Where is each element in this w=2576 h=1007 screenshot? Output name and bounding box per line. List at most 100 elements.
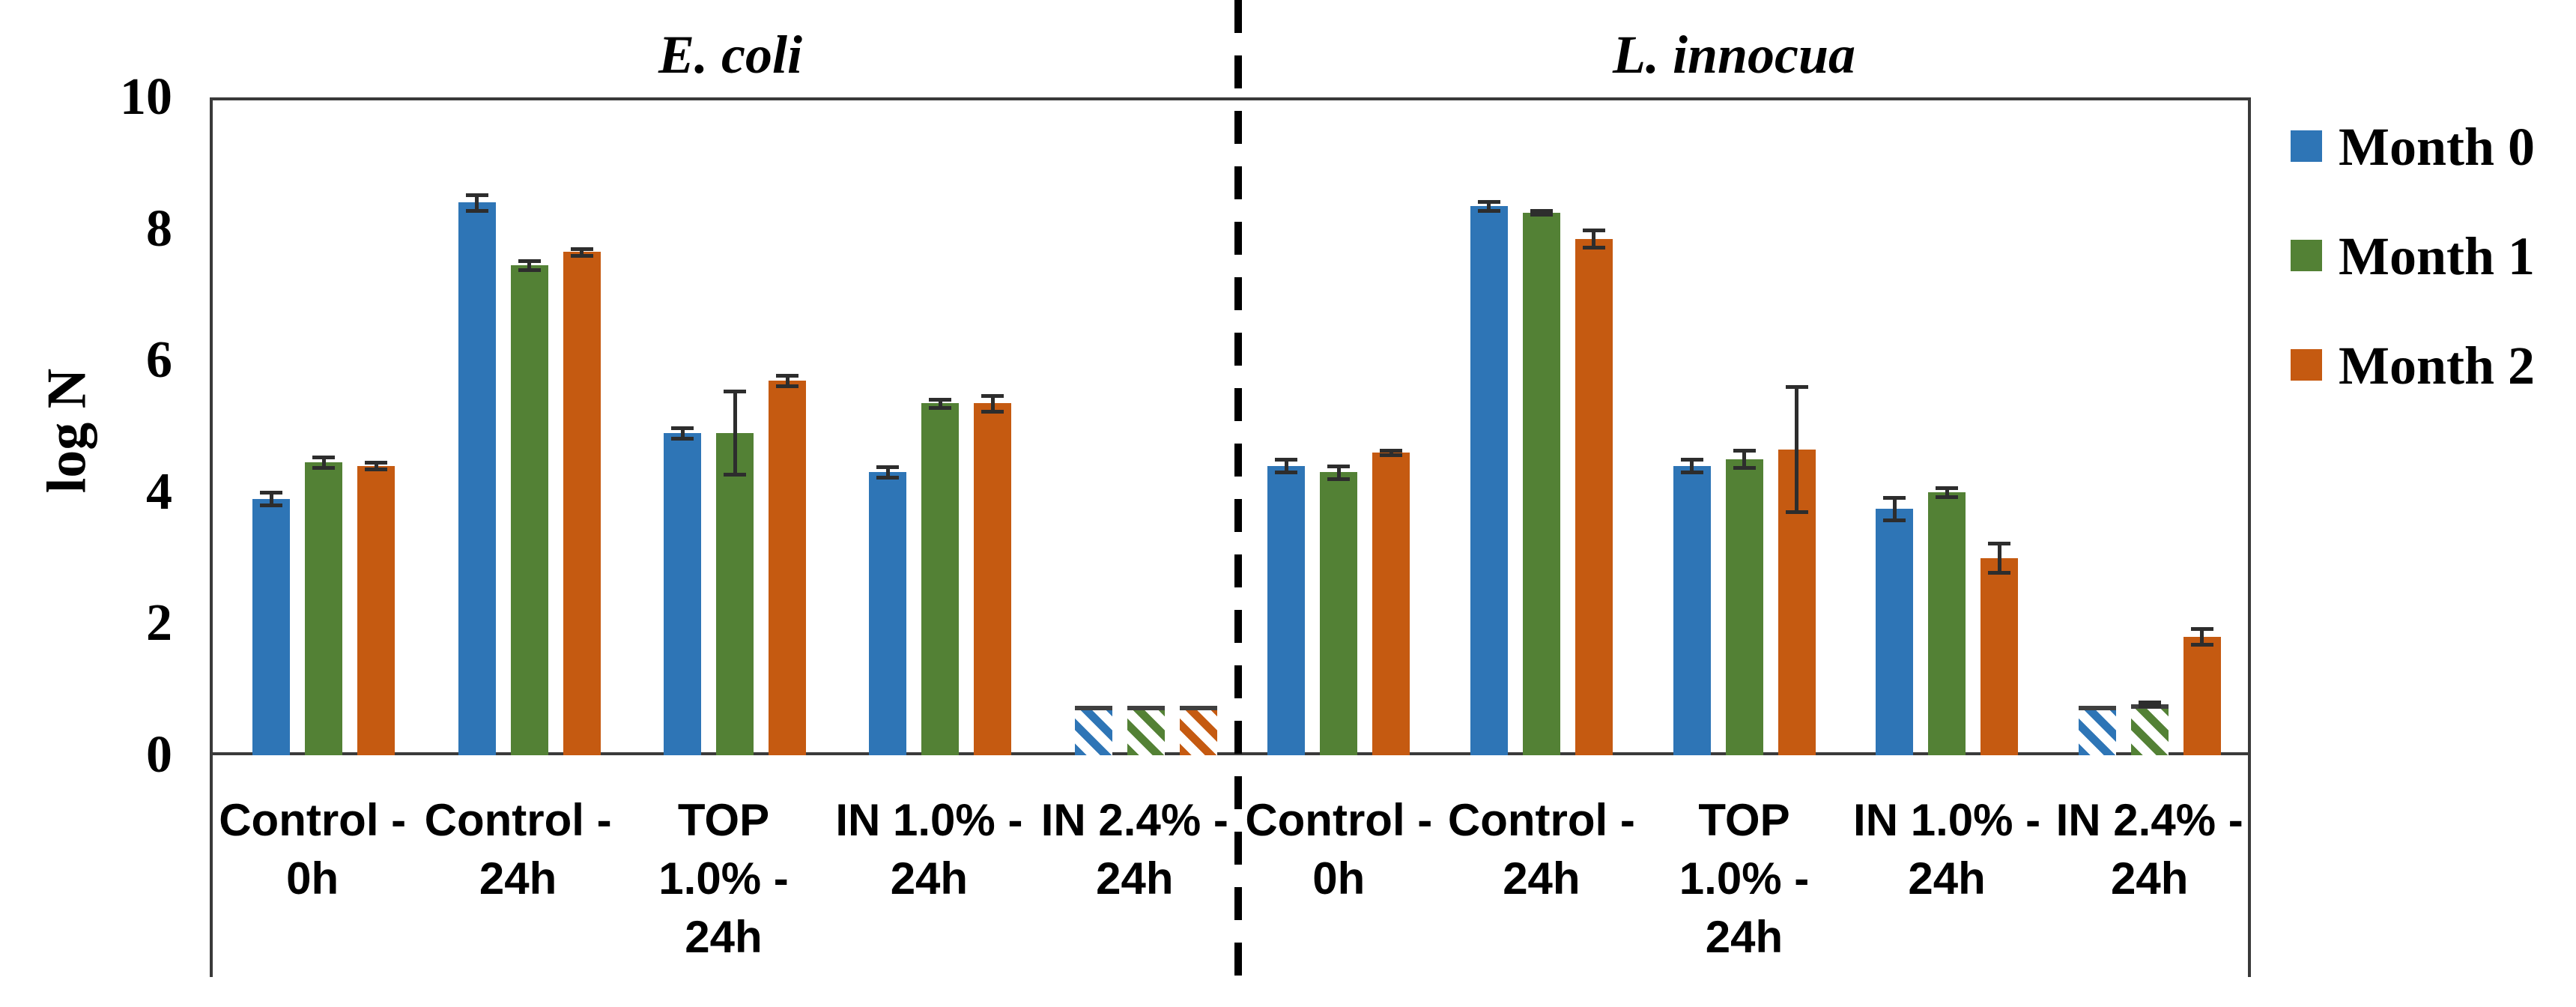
error-bar-cap-top — [518, 258, 541, 263]
bar-l-innocua-cat4-month2 — [2183, 636, 2221, 755]
bar-l-innocua-cat0-month2 — [1372, 453, 1410, 755]
bar-e-coli-cat3-month1 — [921, 403, 960, 755]
x-label-panel1-cat0: Control - 0h — [1245, 795, 1433, 904]
error-bar-cap-top — [1936, 486, 1959, 490]
error-bar-cap-bottom — [312, 466, 336, 471]
error-bar-cap-bottom — [1733, 466, 1756, 471]
error-bar-cap-bottom — [981, 409, 1004, 414]
error-bar-cap-top — [2138, 700, 2161, 704]
error-bar-cap-top — [2190, 627, 2213, 632]
x-label-panel1-cat1: Control - 24h — [1447, 795, 1635, 904]
legend-label: Month 2 — [2339, 336, 2536, 396]
error-bar-line — [990, 395, 995, 411]
error-bar-cap-top — [1680, 457, 1703, 462]
y-tick-label-6: 6 — [146, 331, 172, 390]
error-bar-line — [1592, 230, 1596, 248]
error-bar-line — [475, 194, 479, 211]
bar-e-coli-cat1-month1 — [510, 264, 548, 755]
x-label-panel1-cat4: IN 2.4% - 24h — [2055, 795, 2243, 904]
error-bar-cap-top — [570, 247, 593, 251]
error-bar-line — [2200, 629, 2204, 645]
bar-l-innocua-cat2-month1 — [1725, 459, 1763, 755]
y-tick-label-2: 2 — [146, 594, 172, 653]
error-bar-cap-top — [1530, 209, 1553, 214]
error-bar-cap-bottom — [260, 503, 283, 508]
error-bar-cap-top — [724, 390, 746, 394]
legend-swatch-icon — [2291, 130, 2322, 162]
bar-l-innocua-cat3-month0 — [1876, 508, 1914, 755]
error-bar-cap-top — [1733, 449, 1756, 453]
error-bar-line — [269, 492, 273, 506]
bar-l-innocua-cat0-month1 — [1320, 472, 1358, 755]
legend-swatch-icon — [2291, 240, 2322, 271]
error-bar-line — [1487, 201, 1491, 211]
bar-e-coli-cat2-month2 — [769, 380, 806, 755]
x-label-panel1-cat3: IN 1.0% - 24h — [1853, 795, 2041, 904]
x-label-panel0-cat4: IN 2.4% - 24h — [1040, 795, 1228, 904]
bar-l-innocua-cat3-month1 — [1928, 492, 1966, 755]
error-bar-line — [733, 391, 737, 475]
error-bar-line — [1892, 497, 1897, 520]
error-bar-cap-bottom — [1936, 495, 1959, 499]
bar-e-coli-cat0-month0 — [252, 498, 291, 755]
error-bar-cap-bottom — [1530, 213, 1553, 217]
error-bar-cap-top — [1883, 495, 1906, 500]
bar-l-innocua-cat1-month0 — [1470, 205, 1508, 755]
error-bar-line — [938, 399, 942, 408]
error-bar-cap-top — [776, 373, 798, 378]
x-label-panel1-cat2: TOP 1.0% - 24h — [1679, 795, 1810, 962]
bar-e-coli-cat3-month2 — [974, 403, 1012, 755]
bar-e-coli-cat1-month2 — [563, 252, 601, 755]
error-bar-line — [885, 467, 890, 478]
error-bar-line — [1690, 459, 1694, 473]
error-bar-cap-top — [929, 398, 952, 402]
error-bar-line — [1795, 387, 1798, 512]
error-bar-cap-bottom — [1380, 453, 1403, 457]
error-bar-cap-top — [365, 461, 388, 465]
bar-e-coli-cat4-month1-hatched — [1127, 706, 1165, 755]
x-label-panel0-cat1: Control - 24h — [424, 795, 612, 904]
bar-l-innocua-cat4-month1-hatched — [2130, 704, 2169, 755]
error-bar-cap-top — [1275, 457, 1298, 462]
error-bar-cap-bottom — [1883, 518, 1906, 522]
error-bar-cap-bottom — [1582, 246, 1605, 250]
panel-title-ecoli: E. coli — [658, 25, 802, 85]
bar-e-coli-cat2-month1 — [716, 432, 754, 755]
error-bar-cap-bottom — [724, 473, 746, 477]
bar-e-coli-cat0-month1 — [305, 462, 343, 755]
error-bar-cap-top — [1785, 385, 1808, 390]
panel-title-linnocua: L. innocua — [1612, 25, 1856, 85]
error-bar-cap-bottom — [1327, 477, 1351, 482]
bar-e-coli-cat2-month0 — [664, 432, 701, 755]
bar-l-innocua-cat0-month0 — [1267, 465, 1306, 755]
y-tick-label-4: 4 — [146, 462, 172, 521]
bar-e-coli-cat4-month2-hatched — [1179, 706, 1217, 755]
error-bar-line — [1997, 543, 2001, 572]
bar-l-innocua-cat4-month0-hatched — [2078, 706, 2116, 755]
error-bar-line — [1742, 450, 1746, 468]
error-bar-cap-bottom — [2138, 704, 2161, 709]
error-bar-cap-top — [1477, 199, 1500, 204]
x-label-panel0-cat3: IN 1.0% - 24h — [835, 795, 1023, 904]
error-bar-line — [374, 462, 378, 470]
error-bar-cap-bottom — [1477, 209, 1500, 214]
category-separator-left-icon — [210, 755, 213, 977]
error-bar-cap-top — [1582, 229, 1605, 233]
bar-l-innocua-cat1-month2 — [1575, 238, 1613, 755]
bar-e-coli-cat0-month2 — [357, 465, 396, 755]
error-bar-cap-bottom — [465, 209, 488, 214]
bar-l-innocua-cat1-month1 — [1522, 212, 1560, 755]
error-bar-cap-bottom — [671, 436, 694, 441]
y-tick-label-10: 10 — [120, 68, 172, 126]
error-bar-cap-top — [1380, 449, 1403, 453]
error-bar-line — [321, 457, 326, 468]
error-bar-cap-bottom — [1275, 471, 1298, 475]
y-tick-label-0: 0 — [146, 726, 172, 784]
x-label-panel0-cat2: TOP 1.0% - 24h — [658, 795, 789, 962]
error-bar-cap-top — [1327, 464, 1351, 468]
error-bar-line — [1284, 459, 1288, 473]
error-bar-cap-top — [671, 426, 694, 430]
error-bar-line — [580, 248, 584, 255]
category-separator-right-icon — [2248, 755, 2251, 977]
